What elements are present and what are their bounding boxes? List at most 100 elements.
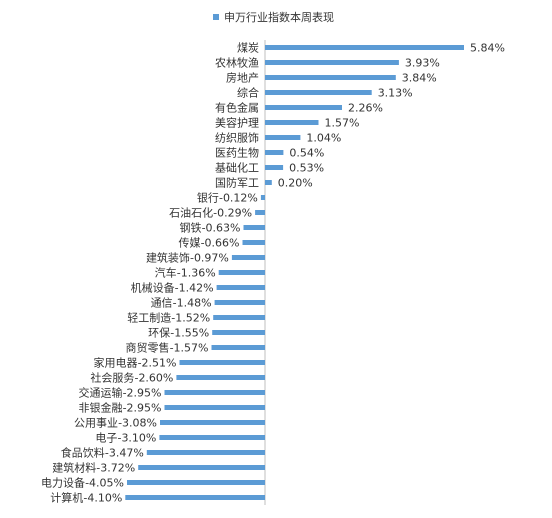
bar-17	[216, 285, 265, 290]
bar-15	[231, 255, 265, 260]
bar-11	[260, 195, 265, 200]
category-label: 综合	[237, 86, 259, 100]
bar-4	[265, 90, 372, 95]
category-label: 社会服务	[90, 371, 134, 385]
value-label: 3.93%	[405, 57, 440, 70]
value-label: -2.95%	[123, 387, 162, 400]
category-label: 食品饮料	[61, 446, 105, 460]
value-label: 0.54%	[289, 147, 324, 160]
category-label: 石油石化	[169, 206, 213, 220]
category-label: 美容护理	[215, 116, 259, 130]
category-label: 公用事业	[74, 417, 118, 430]
value-label: 0.20%	[278, 177, 313, 190]
bar-23	[176, 375, 265, 380]
value-label: 5.84%	[470, 42, 505, 55]
value-label: -4.05%	[85, 477, 124, 490]
category-label: 电子	[95, 432, 117, 445]
category-label: 医药生物	[215, 146, 259, 160]
category-label: 商贸零售	[126, 341, 170, 355]
value-label: 1.04%	[306, 132, 341, 145]
value-label: -1.36%	[177, 267, 216, 280]
value-label: -2.51%	[138, 357, 177, 370]
bar-30	[127, 480, 265, 485]
bar-9	[265, 165, 284, 170]
bar-29	[138, 465, 265, 470]
value-label: -1.48%	[173, 297, 212, 310]
category-label: 通信	[151, 297, 173, 310]
category-label: 建筑装饰	[146, 251, 190, 265]
bar-26	[160, 420, 265, 425]
category-label: 钢铁	[180, 222, 202, 235]
value-label: 2.26%	[348, 102, 383, 115]
bar-16	[218, 270, 265, 275]
bar-12	[255, 210, 265, 215]
bar-21	[211, 345, 265, 350]
bar-5	[265, 105, 342, 110]
legend-swatch	[213, 14, 219, 20]
category-labels-group: 煤炭农林牧渔房地产综合有色金属美容护理纺织服饰医药生物基础化工国防军工银行石油石…	[41, 42, 259, 505]
bar-8	[265, 150, 284, 155]
category-label: 电力设备	[41, 476, 85, 490]
value-label: -2.95%	[123, 402, 162, 415]
value-label: -0.66%	[201, 237, 240, 250]
bar-6	[265, 120, 319, 125]
value-label: -3.08%	[118, 417, 157, 430]
value-label: -3.10%	[117, 432, 156, 445]
value-label: -0.97%	[190, 252, 229, 265]
category-label: 轻工制造	[127, 311, 171, 325]
category-label: 非银金融	[78, 401, 122, 415]
category-label: 建筑材料	[52, 461, 96, 475]
bar-10	[265, 180, 272, 185]
category-label: 传媒	[179, 237, 201, 250]
bar-22	[179, 360, 265, 365]
category-label: 房地产	[226, 71, 259, 85]
bar-1	[265, 45, 464, 50]
value-label: 3.84%	[402, 72, 437, 85]
value-label: 1.57%	[325, 117, 360, 130]
bar-24	[164, 390, 265, 395]
category-label: 煤炭	[237, 42, 259, 55]
bar-25	[164, 405, 265, 410]
value-label: -0.12%	[219, 192, 258, 205]
value-label: -2.60%	[134, 372, 173, 385]
bar-18	[214, 300, 265, 305]
category-label: 计算机	[50, 491, 83, 505]
value-label: -1.52%	[171, 312, 210, 325]
legend-label: 申万行业指数本周表现	[224, 10, 334, 24]
category-label: 家用电器	[93, 356, 137, 370]
category-label: 汽车	[155, 266, 177, 280]
value-label: 0.53%	[289, 162, 324, 175]
bar-3	[265, 75, 396, 80]
bar-20	[212, 330, 265, 335]
bar-27	[159, 435, 265, 440]
category-label: 有色金属	[215, 101, 259, 115]
value-label: -4.10%	[83, 492, 122, 505]
bar-7	[265, 135, 301, 140]
value-labels-group: 5.84% 3.93% 3.84% 3.13% 2.26% 1.57% 1.04% 0.54%…	[83, 42, 505, 505]
bar-19	[213, 315, 265, 320]
category-label: 农林牧渔	[215, 56, 259, 70]
bar-2	[265, 60, 399, 65]
value-label: -1.57%	[170, 342, 209, 355]
value-label: -3.47%	[105, 447, 144, 460]
category-label: 基础化工	[215, 161, 259, 175]
bar-13	[243, 225, 265, 230]
value-label: -0.63%	[202, 222, 241, 235]
bar-14	[242, 240, 265, 245]
category-label: 环保	[148, 326, 170, 340]
chart-legend: 申万行业指数本周表现	[213, 10, 334, 24]
category-label: 银行	[197, 191, 219, 205]
category-label: 国防军工	[215, 176, 259, 190]
category-label: 纺织服饰	[215, 131, 259, 145]
bar-28	[146, 450, 265, 455]
category-label: 交通运输	[78, 386, 122, 400]
bar-31	[125, 495, 265, 500]
value-label: -1.55%	[170, 327, 209, 340]
value-label: -0.29%	[213, 207, 252, 220]
value-label: -1.42%	[175, 282, 214, 295]
category-label: 机械设备	[131, 281, 175, 295]
value-label: 3.13%	[378, 87, 413, 100]
bars-group	[125, 45, 464, 500]
value-label: -3.72%	[96, 462, 135, 475]
